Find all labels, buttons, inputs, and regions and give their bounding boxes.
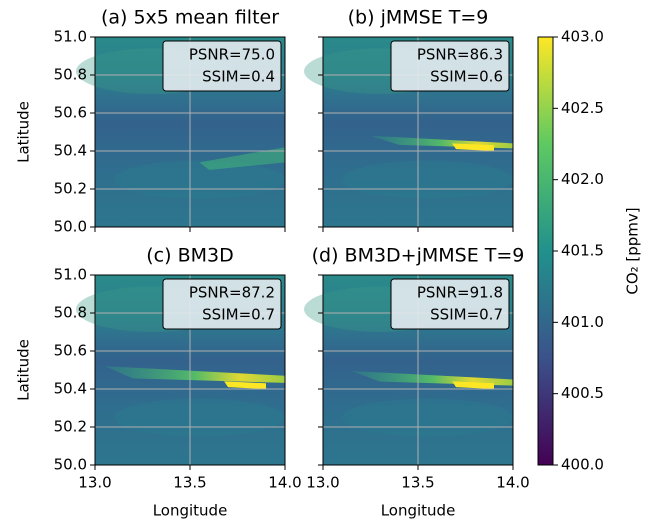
annotation: SSIM=0.6 [430,68,503,86]
heatmap-texture [224,381,266,389]
y-tick-label: 51.0 [54,266,87,284]
annotation: PSNR=86.3 [417,46,503,64]
annotation-box [390,278,510,330]
panel-title: (a) 5x5 mean filter [101,7,279,29]
colorbar-tick-label: 400.5 [561,384,604,402]
colorbar-tick-label: 400.0 [561,456,604,474]
panel: (b) jMMSE T=9 PSNR=86.3 SSIM=0.6 [304,7,514,232]
y-tick-label: 51.0 [54,28,87,46]
y-tick-label: 50.0 [54,218,87,236]
panel-frame [94,274,286,466]
annotation: SSIM=0.7 [202,306,275,324]
y-tick-label: 50.4 [54,380,87,398]
x-tick-label: 13.0 [306,474,339,492]
colorbar: 400.0 400.5 401.0 401.5 402.0 402.5 403.0 CO₂ [… [537,28,642,474]
y-axis-label: Latitude [15,339,33,401]
panel: 13.0 13.5 14.0 (d) BM3D+jMMSE T=9 PSNR=91.8 S… [304,245,530,520]
y-tick-label: 50.6 [54,342,87,360]
heatmap-texture [452,381,494,389]
y-tick-label: 50.2 [54,418,87,436]
panel-frame [322,36,514,228]
panel-title: (b) jMMSE T=9 [348,7,489,29]
heatmap-texture [452,143,494,151]
heatmap-texture [199,147,285,170]
heatmap-texture [351,370,513,386]
panel: 13.0 13.5 14.0 50.0 50.2 50.4 50.6 50.8 51.0 (c) … [15,245,302,520]
annotation-box [162,278,282,330]
heatmap-texture [104,366,285,383]
panel-frame [322,274,514,466]
y-axis-label: Latitude [15,101,33,163]
x-axis-label: Longitude [153,502,228,520]
colorbar-tick-label: 403.0 [561,28,604,46]
colorbar-tick-label: 401.0 [561,313,604,331]
panel-title: (c) BM3D [146,245,233,267]
y-tick-label: 50.0 [54,456,87,474]
y-tick-label: 50.8 [54,66,87,84]
heatmap-texture [114,398,285,437]
panel-title: (d) BM3D+jMMSE T=9 [312,245,525,267]
x-tick-label: 13.0 [78,474,111,492]
x-tick-label: 14.0 [496,474,529,492]
heatmap-texture [114,160,285,199]
annotation: PSNR=87.2 [189,284,275,302]
colorbar-tick-label: 402.5 [561,99,604,117]
panel: 50.0 50.2 50.4 50.6 50.8 51.0 (a) 5x5 mean fil… [15,7,286,236]
y-tick-label: 50.2 [54,180,87,198]
annotation: PSNR=75.0 [189,46,275,64]
x-axis-label: Longitude [381,502,456,520]
annotation-box [390,40,510,92]
colorbar-tick-label: 401.5 [561,242,604,260]
colorbar-tick-label: 402.0 [561,170,604,188]
annotation-box [162,40,282,92]
annotation: SSIM=0.7 [430,306,503,324]
y-tick-label: 50.6 [54,104,87,122]
annotation: PSNR=91.8 [417,284,503,302]
annotation: SSIM=0.4 [202,68,275,86]
x-tick-label: 14.0 [268,474,301,492]
y-tick-label: 50.4 [54,142,87,160]
colorbar-label: CO₂ [ppmv] [624,207,642,294]
heatmap-texture [342,160,513,199]
panel-frame [94,36,286,228]
y-tick-label: 50.8 [54,304,87,322]
colorbar-gradient [537,36,554,466]
x-tick-label: 13.5 [401,474,434,492]
x-tick-label: 13.5 [173,474,206,492]
heatmap-texture [342,398,513,437]
